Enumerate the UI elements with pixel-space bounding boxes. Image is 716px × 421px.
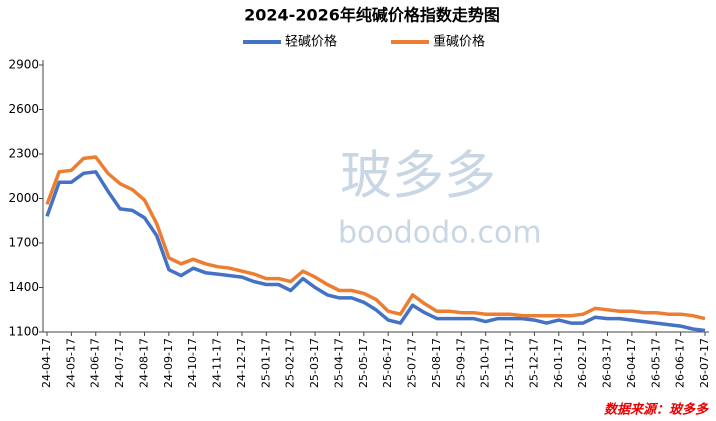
x-tick-label: 26-06-17 <box>674 338 687 388</box>
series-line <box>45 155 706 321</box>
y-tick-label: 2300 <box>8 147 39 161</box>
x-tick-label: 25-11-17 <box>503 338 516 388</box>
x-tick-label: 26-05-17 <box>649 338 662 388</box>
x-tick-label: 25-03-17 <box>308 338 321 388</box>
x-tick-label: 26-03-17 <box>601 338 614 388</box>
y-tick-label: 2900 <box>8 58 39 72</box>
legend-label: 重碱价格 <box>433 34 485 50</box>
x-tick-label: 26-02-17 <box>576 338 589 388</box>
y-tick-label: 1100 <box>8 325 39 339</box>
watermark-logo: 玻多多 <box>340 147 496 207</box>
x-tick-label: 24-05-17 <box>64 338 77 388</box>
x-tick-label: 24-12-17 <box>235 338 248 388</box>
y-tick-label: 1400 <box>8 280 39 294</box>
x-tick-label: 24-04-17 <box>40 338 53 388</box>
chart-title: 2024-2026年纯碱价格指数走势图 <box>244 6 500 25</box>
x-tick-label: 25-05-17 <box>357 338 370 388</box>
x-tick-label: 25-01-17 <box>259 338 272 388</box>
x-tick-label: 26-07-17 <box>698 338 711 388</box>
source-note: 数据来源：玻多多 <box>604 402 709 418</box>
x-tick-label: 24-11-17 <box>211 338 224 388</box>
x-tick-label: 24-08-17 <box>137 338 150 388</box>
watermark-url: boododo.com <box>338 216 542 251</box>
x-tick-label: 24-06-17 <box>89 338 102 388</box>
x-tick-label: 25-07-17 <box>406 338 419 388</box>
x-tick-label: 26-01-17 <box>552 338 565 388</box>
x-tick-label: 25-12-17 <box>527 338 540 388</box>
series-line <box>45 170 706 333</box>
x-tick-label: 25-09-17 <box>454 338 467 388</box>
y-tick-label: 2000 <box>8 191 39 205</box>
x-tick-label: 24-09-17 <box>162 338 175 388</box>
x-tick-label: 25-02-17 <box>284 338 297 388</box>
x-tick-label: 26-04-17 <box>625 338 638 388</box>
y-tick-label: 2600 <box>8 102 39 116</box>
x-tick-label: 25-06-17 <box>381 338 394 388</box>
y-tick-label: 1700 <box>8 236 39 250</box>
x-tick-label: 25-10-17 <box>479 338 492 388</box>
x-tick-label: 25-08-17 <box>430 338 443 388</box>
x-tick-label: 24-07-17 <box>113 338 126 388</box>
x-tick-label: 24-10-17 <box>186 338 199 388</box>
legend-label: 轻碱价格 <box>285 34 337 50</box>
x-tick-label: 25-04-17 <box>332 338 345 388</box>
